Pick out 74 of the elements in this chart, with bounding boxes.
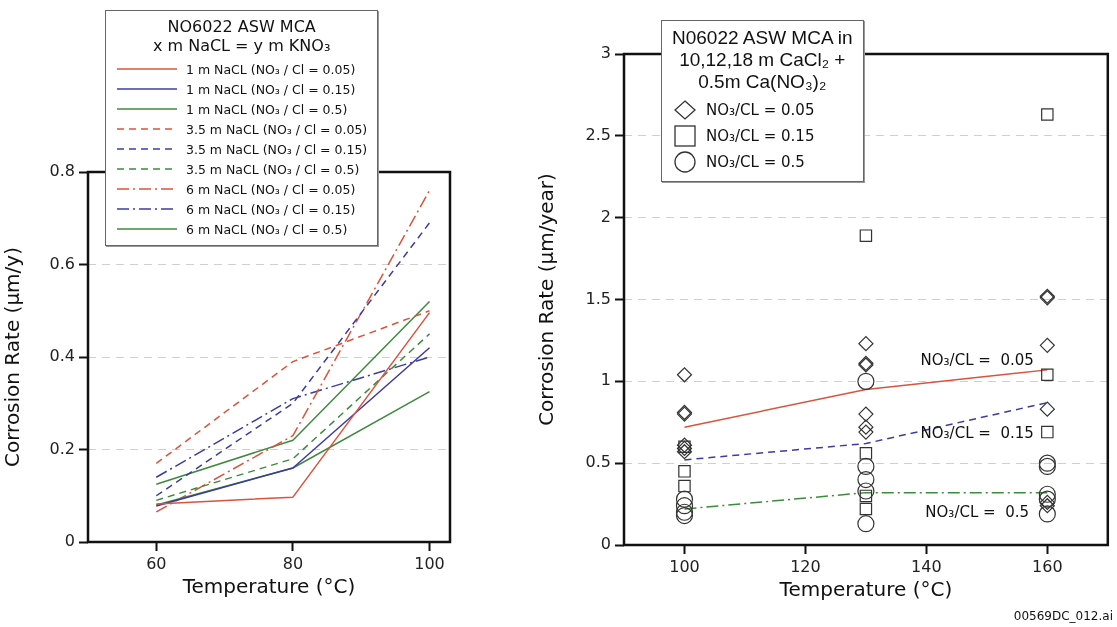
x-tick-label: 160 <box>1032 556 1063 576</box>
point <box>678 479 691 493</box>
text: 00569DC_012.ai <box>1013 609 1113 624</box>
y-tick-label: 2 <box>600 206 611 226</box>
legend-label: NO₃/CL = 0.15 <box>706 127 815 145</box>
point <box>1038 505 1056 523</box>
y-tick-label: 0.4 <box>49 346 75 366</box>
point <box>859 447 873 460</box>
point <box>1039 337 1055 353</box>
annotation: NO₃/CL = 0.05 <box>920 350 1034 369</box>
point <box>859 489 873 503</box>
point <box>676 367 693 383</box>
x-tick-label: 140 <box>911 556 942 576</box>
point <box>857 515 875 533</box>
point <box>675 503 694 521</box>
point <box>1039 498 1055 514</box>
point <box>675 490 694 508</box>
annotation: NO₃/CL = 0.5 <box>925 502 1029 521</box>
point <box>1039 494 1055 511</box>
point <box>1038 454 1056 472</box>
point <box>675 506 694 525</box>
x-tick-label: 80 <box>282 553 304 573</box>
y-tick-label: 3 <box>600 43 611 63</box>
y-axis-title: Corrosion Rate (µm/year) <box>534 173 559 426</box>
x-axis-title: Temperature (°C) <box>181 574 356 599</box>
y-tick-label: 2.5 <box>585 124 611 144</box>
x-tick-label: 60 <box>146 553 167 573</box>
legend-label: 3.5 m NaCL (NO₃ / Cl = 0.5) <box>186 161 360 177</box>
legend-label: NO₃/CL = 0.5 <box>706 153 805 171</box>
legend-label: 1 m NaCL (NO₃ / Cl = 0.5) <box>186 101 348 117</box>
point <box>678 465 691 478</box>
y-tick-label: 0.5 <box>585 452 611 472</box>
point <box>859 229 873 242</box>
point <box>1038 485 1056 503</box>
y-tick-label: 0.6 <box>49 253 75 273</box>
point <box>858 406 874 422</box>
point <box>1039 401 1055 417</box>
point <box>1041 425 1054 439</box>
legend-label: 6 m NaCL (NO₃ / Cl = 0.15) <box>186 201 356 217</box>
legend-label: 3.5 m NaCL (NO₃ / Cl = 0.15) <box>186 141 368 157</box>
legend-label: 6 m NaCL (NO₃ / Cl = 0.5) <box>186 221 348 237</box>
point <box>1038 457 1056 476</box>
point <box>676 444 693 460</box>
y-tick-label: 0.8 <box>49 161 75 181</box>
point <box>858 419 874 435</box>
x-axis-title: Temperature (°C) <box>778 577 953 602</box>
y-tick-label: 1.5 <box>585 288 611 308</box>
legend-label: 3.5 m NaCL (NO₃ / Cl = 0.05) <box>186 121 368 137</box>
point <box>857 470 875 489</box>
point <box>857 482 875 500</box>
legend-label: 6 m NaCL (NO₃ / Cl = 0.05) <box>186 181 356 197</box>
point <box>857 372 875 390</box>
legend-title: NO6022 ASW MCA x m NaCL = y m KNO₃ <box>151 17 332 55</box>
point <box>675 497 694 515</box>
legend-title: N06022 ASW MCA in 10,12,18 m CaCl₂ + 0.5m Ca(NO₃)₂ <box>672 27 853 93</box>
x-tick-label: 100 <box>669 556 700 576</box>
point <box>1038 490 1056 508</box>
point <box>857 457 875 476</box>
point <box>859 502 873 516</box>
legend-label: 1 m NaCL (NO₃ / Cl = 0.15) <box>186 81 356 97</box>
y-tick-label: 0.2 <box>49 438 75 458</box>
y-tick-label: 0 <box>64 531 75 551</box>
point <box>858 336 874 352</box>
legend-label: 1 m NaCL (NO₃ / Cl = 0.05) <box>186 61 356 77</box>
y-axis-title: Corrosion Rate (µm/y) <box>0 247 25 467</box>
y-tick-label: 1 <box>600 370 611 390</box>
x-tick-label: 100 <box>414 553 445 573</box>
x-tick-label: 120 <box>790 556 821 576</box>
legend-label: NO₃/CL = 0.05 <box>706 101 815 119</box>
y-tick-label: 0 <box>600 534 611 554</box>
annotation: NO₃/CL = 0.15 <box>920 424 1034 443</box>
point <box>1041 108 1054 121</box>
point <box>858 424 874 440</box>
point <box>1041 368 1054 382</box>
